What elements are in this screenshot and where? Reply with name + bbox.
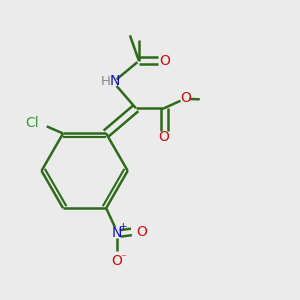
Text: O: O	[159, 54, 170, 68]
Text: O: O	[180, 92, 191, 105]
Text: +: +	[119, 222, 128, 233]
Text: Cl: Cl	[26, 116, 39, 130]
Text: H: H	[100, 75, 110, 88]
Text: ⁻: ⁻	[120, 254, 126, 264]
Text: N: N	[110, 74, 120, 88]
Text: O: O	[159, 130, 170, 144]
Text: O: O	[111, 254, 122, 268]
Text: N: N	[111, 226, 122, 240]
Text: O: O	[136, 225, 147, 239]
